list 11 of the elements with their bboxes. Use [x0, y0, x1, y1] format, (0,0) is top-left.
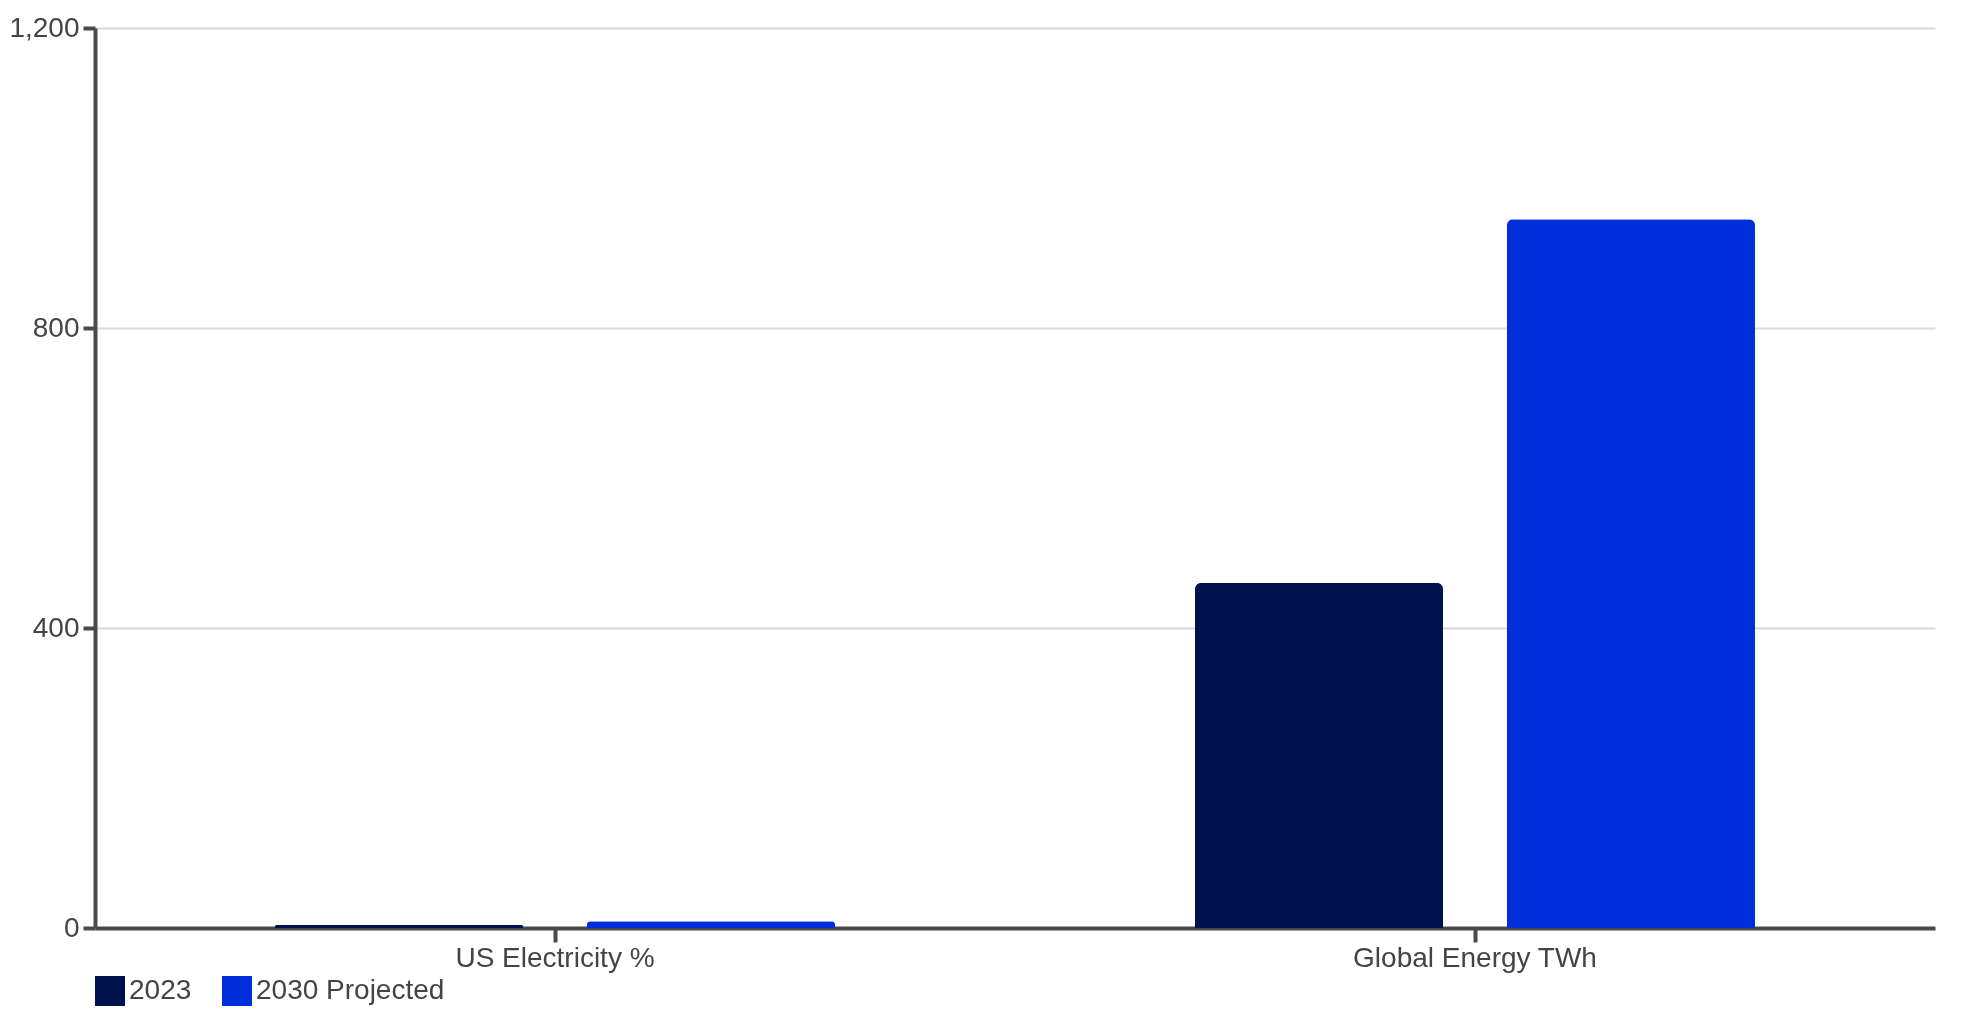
bar: [1195, 583, 1444, 928]
bar: [275, 925, 524, 928]
y-tick-label: 800: [32, 311, 80, 343]
y-tick-label: 0: [63, 911, 80, 943]
legend-label: 2023: [129, 974, 192, 1005]
x-tick-label: US Electricity %: [455, 941, 655, 973]
legend-label: 2030 Projected: [256, 974, 445, 1005]
y-tick-label: 400: [32, 611, 80, 643]
bar: [1506, 219, 1755, 928]
y-tick-label: 1,200: [9, 11, 80, 43]
x-tick-label: Global Energy TWh: [1353, 941, 1597, 973]
